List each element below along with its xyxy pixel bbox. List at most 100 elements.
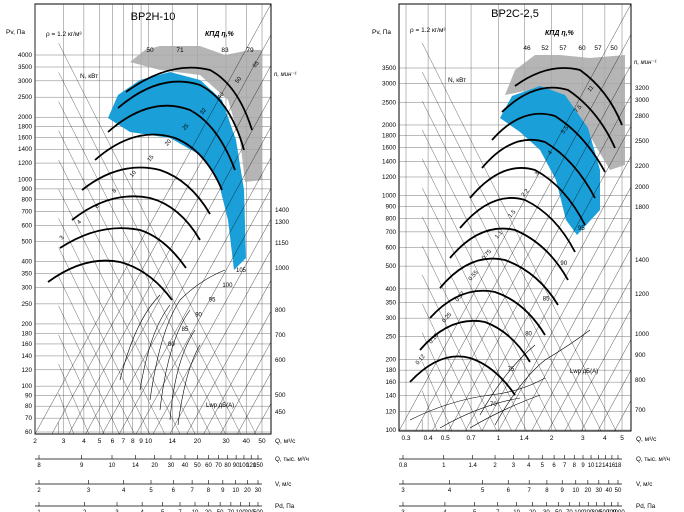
aux-scale-label: 9 [80, 463, 84, 469]
speed-curve [429, 289, 546, 336]
aux-scale-label: 5 [541, 463, 545, 469]
speed-tick: 2200 [635, 163, 650, 170]
aux-scale-label: 50 [194, 463, 201, 469]
efficiency-zone-blue [500, 86, 600, 235]
diagonal-line [58, 101, 226, 435]
diagonal-line [34, 3, 272, 435]
y-tick-label: 2000 [382, 122, 397, 129]
y-tick-label: 200 [21, 321, 32, 328]
power-label: 32 [199, 107, 208, 116]
efficiency-tick: 83 [221, 47, 229, 54]
diagonal-line [169, 249, 272, 435]
y-tick-label: 1400 [382, 158, 397, 165]
speed-tick: 2800 [635, 113, 650, 120]
y-tick-label: 3500 [18, 64, 33, 71]
diagonal-line [186, 280, 272, 435]
y-tick-label: 300 [21, 285, 32, 292]
x-tick-label: 0.4 [424, 435, 433, 442]
performance-curve [119, 294, 161, 381]
chart-title: ВР2С-2,5 [491, 8, 539, 20]
diagonal-line [614, 400, 632, 432]
power-label: 0.55 [468, 270, 480, 283]
speed-curve [439, 257, 559, 306]
speed-curve [59, 227, 187, 269]
y-tick-label: 600 [21, 222, 32, 229]
power-label: 10 [129, 170, 138, 179]
speed-tick: 900 [635, 352, 646, 359]
diagonal-line [58, 364, 90, 435]
diagonal-line [58, 247, 150, 435]
diagonal-line [422, 129, 572, 432]
power-label: 0.37 [455, 291, 467, 304]
power-label: 0.12 [415, 354, 427, 367]
noise-label: 95 [578, 226, 585, 232]
diagonal-line [415, 34, 632, 432]
speed-tick: 1150 [275, 240, 289, 247]
speed-curve [419, 320, 531, 363]
labels: 4000350030002500200018001600140012001000… [18, 47, 290, 445]
noise-label: 70 [490, 402, 497, 408]
aux-scale-title: V, м/с [636, 481, 652, 488]
labels: 3500300025002000180016001400120010009008… [382, 45, 650, 442]
aux-scale-label: 20 [205, 510, 212, 512]
efficiency-tick: 52 [541, 45, 549, 52]
performance-curve [159, 309, 191, 411]
aux-scale-label: 1000 [611, 510, 625, 512]
power-label: 0.75 [481, 249, 493, 262]
noise-label: 90 [560, 261, 567, 267]
aux-scale-label: 300 [592, 510, 603, 512]
y-tick-label: 3500 [382, 65, 397, 72]
aux-scale-title: V, м/с [275, 481, 291, 488]
aux-scale-label: 1 [37, 510, 41, 512]
speed-curve [449, 227, 569, 281]
diagonal-line [237, 372, 272, 435]
aux-scale-label: 10 [588, 463, 595, 469]
speed-label: n, мин⁻¹ [274, 72, 297, 78]
aux-scale-label: 100 [574, 510, 585, 512]
aux-scale-label: 5 [161, 510, 165, 512]
aux-scale-label: 3 [115, 510, 119, 512]
power-label: N, кВт [80, 73, 98, 80]
aux-scale-label: 10 [192, 510, 199, 512]
aux-scale-label: 9 [561, 488, 565, 494]
speed-curve [81, 166, 211, 215]
speed-tick: 1400 [635, 257, 650, 264]
diagonal-line [58, 276, 135, 435]
aux-scale-label: 30 [543, 510, 550, 512]
diagonal-line [58, 189, 181, 435]
aux-scale-label: 8 [37, 463, 41, 469]
performance-curve [439, 397, 521, 429]
speed-curve [469, 167, 586, 226]
diagonal-line [422, 71, 602, 432]
aux-scale-label: 3 [401, 510, 405, 512]
noise-label: 85 [182, 327, 189, 333]
y-tick-label: 70 [25, 415, 33, 422]
x-tick-label: 50 [258, 438, 266, 445]
aux-scale-label: 6 [552, 463, 556, 469]
y-tick-label: 1600 [18, 134, 33, 141]
aux-scale-label: 14 [602, 463, 609, 469]
diagonal-line [448, 95, 632, 432]
x-tick-label: 6 [111, 438, 115, 445]
speed-tick: 500 [275, 392, 286, 399]
noise-label: 85 [543, 296, 550, 302]
y-tick-label: 600 [385, 245, 396, 252]
aux-scale-label: 9 [581, 463, 585, 469]
speed-tick: 1000 [635, 331, 650, 338]
x-tick-label: 4 [82, 438, 86, 445]
diagonal-line [422, 216, 527, 432]
diagonal-line [547, 278, 632, 432]
speed-curve [107, 104, 236, 171]
noise-label: 75 [508, 367, 515, 373]
y-tick-label: 140 [385, 393, 396, 400]
curves [34, 3, 272, 435]
aux-scale-label: 2 [83, 510, 87, 512]
aux-scale-label: 30 [595, 488, 602, 494]
speed-tick: 3000 [635, 97, 650, 104]
aux-scale-label: 1.4 [468, 463, 477, 469]
speed-curve [409, 355, 516, 396]
aux-scale-label: 100 [236, 510, 247, 512]
y-tick-label: 1200 [18, 160, 33, 167]
noise-label: Lwp дБ(А) [570, 369, 598, 375]
power-label: 4 [547, 149, 554, 156]
